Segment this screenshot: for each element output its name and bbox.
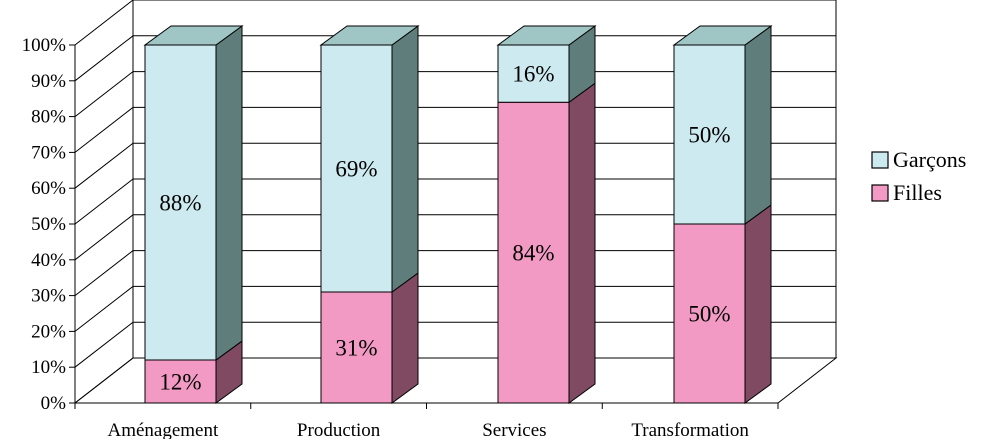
y-tick-label: 40% [31, 250, 66, 271]
bars [143, 25, 773, 404]
data-label: 16% [512, 62, 554, 87]
x-category-labels: Aménagement Production Services Transformat… [107, 420, 749, 439]
legend-swatch [871, 184, 889, 202]
legend-label: Filles [893, 180, 942, 205]
data-label: 84% [512, 241, 554, 266]
y-tick-labels: 0% 10% 20% 30% 40% 50% 60% 70% 80% 90% 100% [22, 35, 67, 414]
bar-garons-top [496, 25, 597, 46]
x-category-label: Transformation [631, 420, 749, 439]
legend-swatch [871, 151, 889, 169]
legend: Garçons Filles [871, 147, 966, 205]
bar-garons-top [143, 25, 244, 46]
y-tick-label: 70% [31, 142, 66, 163]
bar-garons-side [391, 25, 419, 294]
y-tick-label: 80% [31, 107, 66, 128]
x-category-label: Aménagement [107, 420, 219, 439]
bar-filles-side [568, 82, 596, 404]
legend-label: Garçons [893, 147, 966, 172]
data-label: 31% [335, 336, 377, 361]
bar-garons-side [215, 25, 243, 362]
y-tick-label: 30% [31, 286, 66, 307]
y-tick-label: 90% [31, 71, 66, 92]
bar-filles-side [744, 204, 772, 404]
x-category-label: Services [482, 420, 546, 439]
gridline [74, 0, 836, 46]
bar-filles-side [391, 272, 419, 404]
data-label: 12% [159, 370, 201, 395]
data-label: 69% [335, 157, 377, 182]
y-tick-label: 50% [31, 214, 66, 235]
data-label: 88% [159, 191, 201, 216]
y-tick-label: 60% [31, 178, 66, 199]
y-tick-label: 100% [22, 35, 67, 56]
bar-garons-side [744, 25, 772, 225]
y-tick-label: 10% [31, 357, 66, 378]
x-category-label: Production [297, 420, 381, 439]
bar-garons-top [319, 25, 420, 46]
data-label: 50% [688, 123, 730, 148]
data-labels: 12% 88% 31% 69% 84% 16% 50% 50% [159, 62, 730, 395]
data-label: 50% [688, 302, 730, 327]
bar-garons-top [672, 25, 773, 46]
y-tick-label: 0% [41, 393, 67, 414]
y-tick-label: 20% [31, 321, 66, 342]
